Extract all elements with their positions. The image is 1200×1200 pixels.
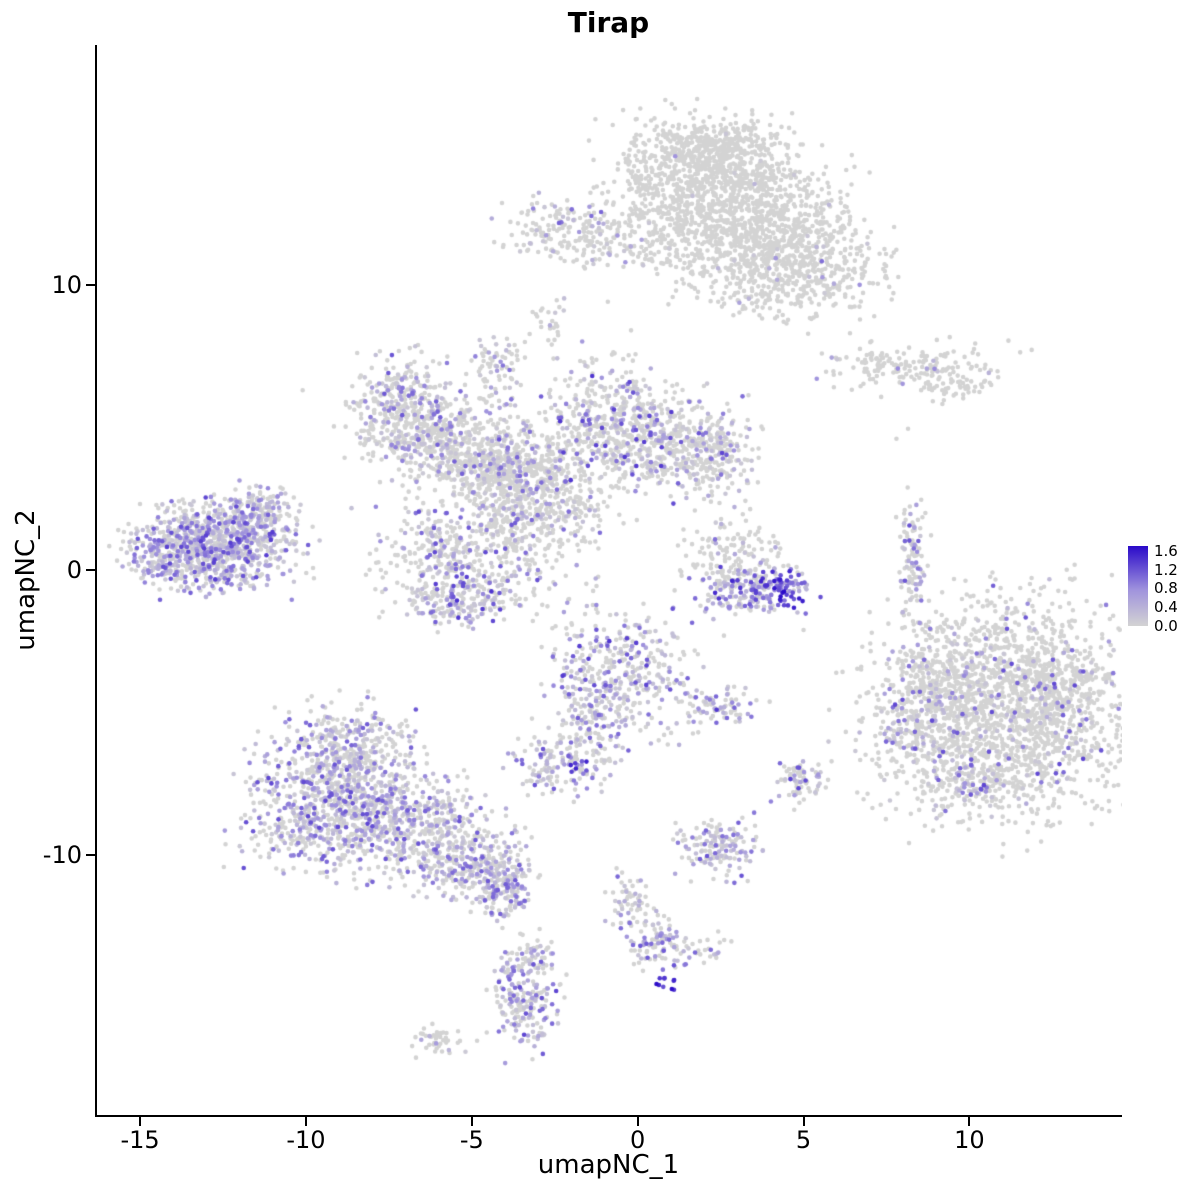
x-tick-label: -15	[120, 1126, 160, 1154]
x-tick-label: 0	[630, 1126, 646, 1154]
y-tick-mark	[86, 854, 95, 857]
x-tick-mark	[636, 1117, 639, 1126]
colorbar-gradient	[1128, 546, 1148, 626]
legend-tick-label: 0.8	[1154, 579, 1178, 598]
x-tick-label: 10	[954, 1126, 985, 1154]
plot-title: Tirap	[567, 6, 650, 39]
x-tick-mark	[139, 1117, 142, 1126]
x-tick-mark	[304, 1117, 307, 1126]
x-axis-label: umapNC_1	[537, 1150, 680, 1180]
y-tick-label: -10	[42, 841, 82, 870]
x-tick-mark	[802, 1117, 805, 1126]
x-tick-label: 5	[795, 1126, 812, 1154]
colorbar-legend: 1.6 1.2 0.8 0.4 0.0	[1128, 542, 1198, 646]
legend-tick-label: 0.0	[1154, 617, 1178, 635]
legend-tick-label: 1.2	[1154, 560, 1178, 579]
x-tick-label: -10	[286, 1126, 326, 1154]
x-tick-mark	[968, 1117, 971, 1126]
x-tick-mark	[470, 1117, 473, 1126]
y-tick-mark	[86, 569, 95, 571]
legend-tick-label: 0.4	[1154, 598, 1178, 617]
x-tick-label: -5	[459, 1126, 484, 1154]
scatter-points-canvas	[97, 45, 1122, 1115]
legend-tick-label: 1.6	[1154, 541, 1178, 560]
y-tick-label: 0	[66, 556, 82, 584]
y-tick-mark	[86, 283, 95, 286]
y-tick-label: 10	[51, 270, 82, 299]
plot-area	[95, 45, 1122, 1117]
